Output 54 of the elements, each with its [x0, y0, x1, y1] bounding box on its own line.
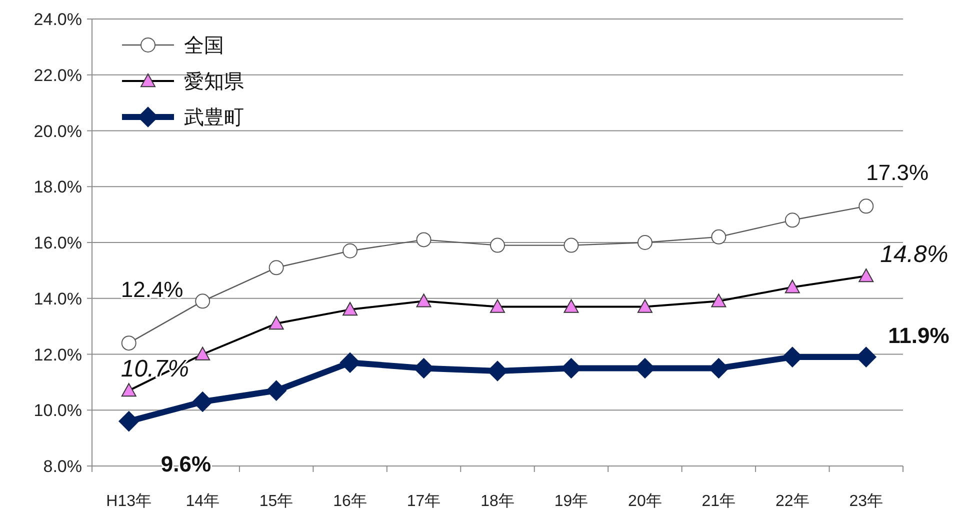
legend-label: 愛知県	[184, 71, 244, 93]
x-tick-label: 16年	[333, 493, 367, 510]
point	[711, 294, 726, 308]
x-tick-label: 21年	[702, 493, 736, 510]
point	[490, 238, 505, 253]
data-label: 11.9%	[888, 323, 950, 348]
point	[490, 299, 505, 313]
point	[192, 391, 213, 412]
point	[340, 352, 360, 374]
point	[268, 316, 284, 330]
y-tick-label: 20.0%	[34, 122, 82, 141]
point	[416, 232, 432, 248]
x-tick-label: 18年	[480, 493, 514, 510]
x-tick-label: 22年	[776, 493, 810, 510]
point	[637, 235, 652, 250]
point	[416, 294, 432, 308]
y-tick-label: 16.0%	[34, 234, 82, 252]
data-label: 9.6%	[160, 451, 212, 476]
y-tick-label: 24.0%	[34, 10, 82, 29]
point	[858, 268, 874, 282]
data-label: 12.4%	[120, 277, 184, 302]
point	[121, 336, 136, 351]
x-tick-label: 14年	[186, 493, 220, 510]
point	[342, 243, 358, 258]
x-tick-label: 23年	[849, 493, 884, 510]
y-tick-label: 18.0%	[34, 178, 82, 197]
x-tick-label: 15年	[259, 493, 294, 510]
y-tick-label: 22.0%	[34, 66, 82, 85]
y-tick-label: 12.0%	[34, 345, 82, 364]
x-tick-label: 17年	[406, 493, 441, 510]
point	[266, 380, 287, 401]
point	[118, 410, 140, 432]
y-tick-label: 10.0%	[34, 401, 82, 420]
legend-label: 武豊町	[184, 107, 244, 129]
point	[858, 198, 874, 214]
point	[342, 302, 358, 316]
point	[784, 212, 800, 228]
point	[711, 229, 726, 244]
y-tick-label: 14.0%	[34, 289, 82, 308]
point	[637, 299, 652, 313]
x-tick-label: H13年	[106, 493, 152, 510]
y-tick-label: 8.0%	[43, 457, 82, 476]
point	[195, 294, 210, 309]
point	[121, 383, 136, 397]
x-tick-label: 20年	[628, 493, 662, 510]
data-label: 17.3%	[866, 160, 929, 186]
x-tick-label: 19年	[554, 493, 588, 510]
data-label: 14.8%	[880, 241, 948, 268]
point	[564, 238, 579, 253]
point	[268, 260, 284, 276]
point	[195, 346, 210, 360]
legend-label: 全国	[184, 35, 224, 57]
point	[784, 280, 800, 294]
point	[564, 299, 579, 313]
